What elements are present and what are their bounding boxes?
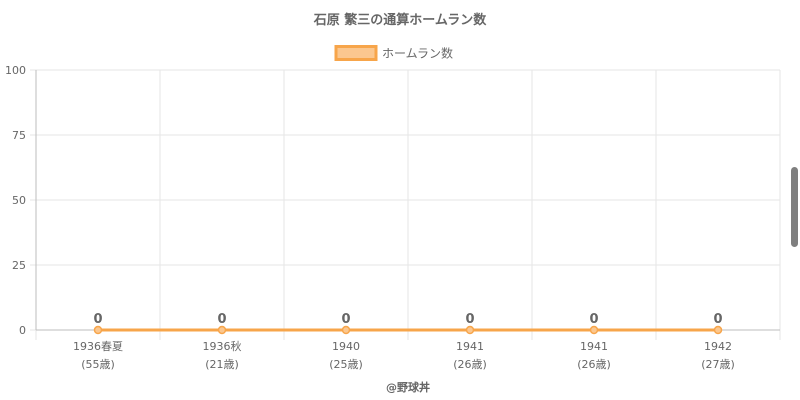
x-tick-label: 1942 [704, 340, 732, 353]
data-point [93, 325, 103, 335]
data-label: 0 [341, 312, 350, 327]
x-tick-age-label: (27歳) [701, 358, 735, 371]
x-tick-age-label: (25歳) [329, 358, 363, 371]
y-tick-label: 0 [19, 324, 26, 337]
x-tick-age-label: (55歳) [81, 358, 115, 371]
x-tick-label: 1941 [580, 340, 608, 353]
credit-text: @野球丼 [386, 380, 430, 394]
data-point [465, 325, 475, 335]
y-tick-label: 50 [12, 194, 26, 207]
data-point [713, 325, 723, 335]
x-tick-label: 1936春夏 [73, 340, 123, 353]
data-point [589, 325, 599, 335]
data-label: 0 [217, 312, 226, 327]
legend-swatch [334, 45, 378, 61]
y-tick-label: 25 [12, 259, 26, 272]
x-tick-age-label: (26歳) [577, 358, 611, 371]
x-tick-age-label: (21歳) [205, 358, 239, 371]
data-label: 0 [465, 312, 474, 327]
y-tick-label: 75 [12, 129, 26, 142]
x-tick-label: 1941 [456, 340, 484, 353]
data-labels: 0 0 0 0 0 0 [93, 312, 722, 327]
scrollbar-thumb[interactable] [791, 167, 798, 247]
legend[interactable]: ホームラン数 [334, 45, 453, 61]
data-label: 0 [713, 312, 722, 327]
y-axis: 0 25 50 75 100 [5, 64, 37, 337]
x-tick-label: 1936秋 [203, 339, 242, 353]
data-point [341, 325, 351, 335]
data-label: 0 [93, 312, 102, 327]
x-tick-label: 1940 [332, 340, 360, 353]
legend-label: ホームラン数 [382, 46, 453, 61]
y-tick-label: 100 [5, 64, 26, 77]
x-tick-age-label: (26歳) [453, 358, 487, 371]
series-line [93, 325, 723, 335]
chart-title: 石原 繁三の通算ホームラン数 [313, 12, 487, 28]
data-label: 0 [589, 312, 598, 327]
grid [30, 69, 781, 340]
data-point [217, 325, 227, 335]
